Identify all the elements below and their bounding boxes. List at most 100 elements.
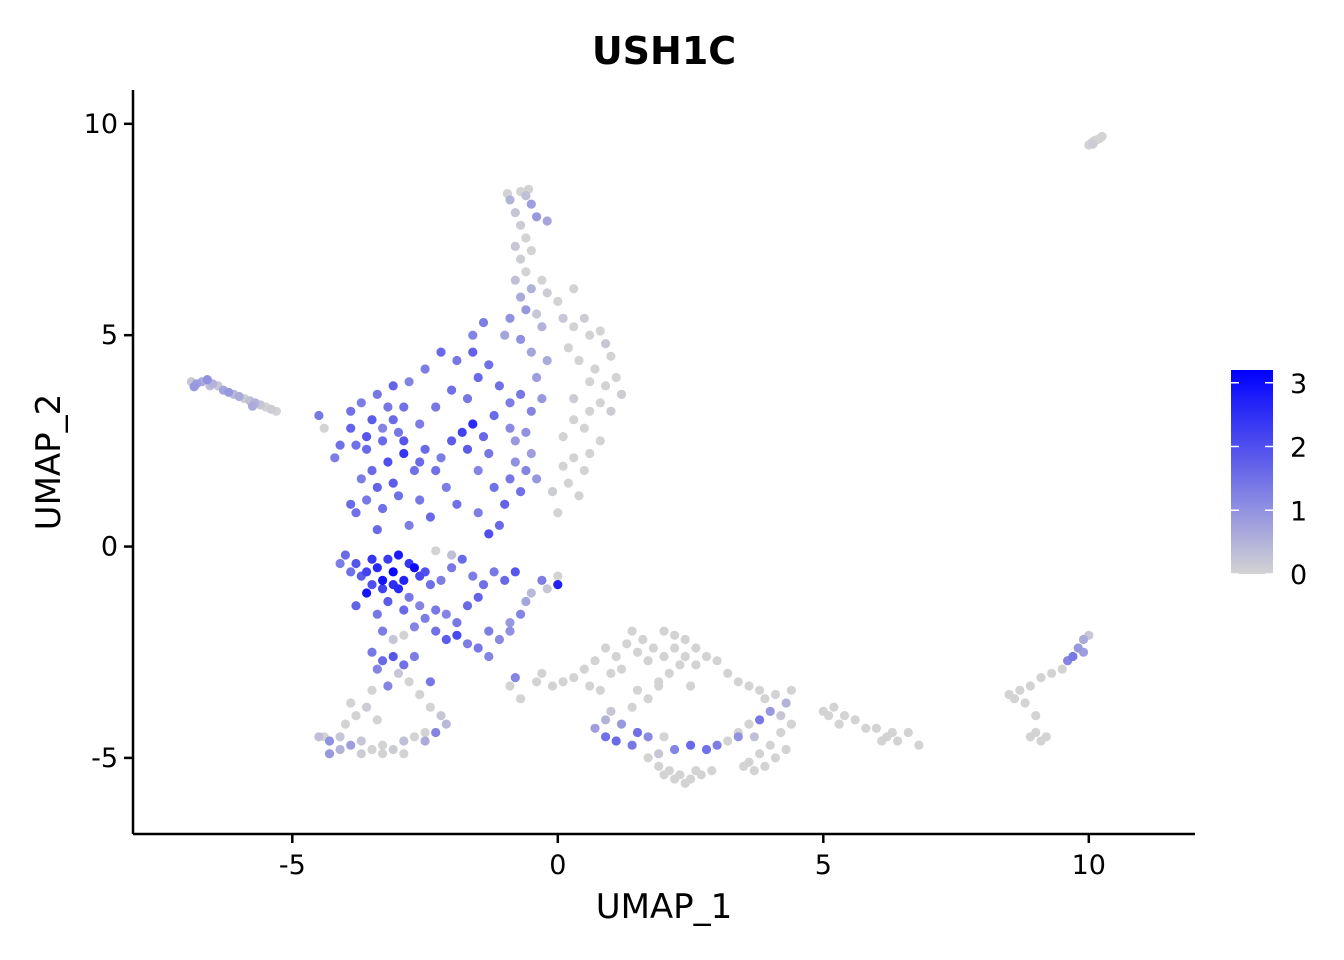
- cell-point: [388, 567, 398, 577]
- cell-point: [399, 605, 409, 615]
- cell-point: [415, 419, 425, 429]
- cell-point: [516, 487, 526, 497]
- cell-point: [781, 744, 791, 755]
- cell-point: [627, 626, 637, 636]
- cell-point: [1068, 651, 1078, 662]
- cell-point: [202, 375, 212, 385]
- cell-point: [404, 377, 414, 387]
- cell-point: [765, 740, 775, 750]
- cell-point: [404, 677, 414, 687]
- cell-point: [601, 732, 611, 742]
- cell-point: [356, 474, 366, 484]
- cell-point: [409, 622, 419, 632]
- legend-colorbar: [1231, 370, 1273, 574]
- cell-point: [542, 355, 552, 366]
- cell-point: [367, 465, 377, 476]
- cell-point: [489, 482, 499, 492]
- cell-point: [627, 702, 637, 712]
- cell-point: [542, 288, 552, 298]
- cell-point: [399, 436, 409, 446]
- cell-point: [532, 309, 542, 319]
- cell-point: [595, 436, 605, 446]
- x-axis-title: UMAP_1: [596, 887, 733, 927]
- cell-point: [1047, 668, 1057, 679]
- cell-point: [526, 199, 536, 209]
- cell-point: [569, 415, 579, 425]
- cell-point: [579, 465, 589, 476]
- cell-point: [733, 732, 743, 742]
- cell-point: [749, 732, 759, 742]
- cell-point: [654, 761, 664, 772]
- cell-point: [378, 503, 388, 514]
- cell-point: [542, 216, 552, 226]
- cell-point: [521, 596, 531, 607]
- cell-point: [569, 284, 579, 294]
- cell-point: [516, 609, 526, 619]
- cell-point: [330, 453, 340, 463]
- cell-point: [510, 436, 520, 446]
- x-tick-label: 5: [815, 850, 832, 881]
- cell-point: [356, 398, 366, 408]
- cell-point: [1097, 131, 1107, 142]
- cell-point: [500, 499, 510, 509]
- cell-point: [484, 651, 494, 662]
- y-axis-ticks: -5 0 5 10: [84, 109, 133, 774]
- cell-point: [755, 749, 765, 759]
- cell-point: [378, 749, 388, 759]
- cell-point: [505, 313, 515, 323]
- cell-point: [659, 732, 669, 742]
- cell-point: [431, 402, 441, 412]
- scatter-points: [186, 131, 1107, 788]
- cell-point: [553, 571, 563, 581]
- cell-point: [393, 491, 404, 501]
- cell-point: [537, 275, 547, 285]
- cell-point: [558, 313, 568, 323]
- cell-point: [579, 313, 589, 323]
- cell-point: [473, 465, 483, 476]
- cell-point: [335, 440, 345, 450]
- cell-point: [585, 681, 595, 691]
- cell-point: [1025, 732, 1035, 742]
- cell-point: [590, 656, 600, 666]
- cell-point: [1009, 694, 1020, 704]
- cell-point: [579, 664, 589, 674]
- cell-point: [266, 404, 276, 414]
- cell-point: [532, 372, 542, 383]
- cell-point: [521, 233, 531, 243]
- cell-point: [415, 601, 425, 611]
- cell-point: [526, 588, 536, 598]
- cell-point: [378, 584, 388, 594]
- cell-point: [340, 550, 350, 560]
- cell-point: [526, 347, 536, 357]
- cell-point: [484, 529, 494, 539]
- cell-point: [670, 744, 680, 755]
- cell-point: [383, 457, 393, 467]
- cell-point: [606, 706, 616, 717]
- cell-point: [420, 736, 430, 746]
- cell-point: [606, 351, 616, 361]
- cell-point: [526, 284, 536, 294]
- cell-point: [526, 406, 536, 416]
- cell-point: [473, 508, 483, 518]
- cell-point: [224, 387, 234, 397]
- cell-point: [351, 440, 361, 450]
- cell-point: [824, 711, 834, 721]
- cell-point: [415, 457, 425, 467]
- cell-point: [701, 651, 712, 662]
- cell-point: [622, 639, 632, 649]
- cell-point: [362, 495, 372, 505]
- cell-point: [314, 410, 324, 421]
- cell-point: [532, 212, 542, 222]
- cell-point: [388, 415, 398, 425]
- cell-point: [680, 778, 690, 788]
- cell-point: [1073, 643, 1083, 653]
- cell-point: [516, 389, 526, 399]
- cell-point: [346, 740, 356, 750]
- cell-point: [399, 749, 409, 759]
- x-tick-label: 0: [549, 850, 566, 881]
- cell-point: [351, 601, 361, 611]
- cell-point: [500, 575, 510, 586]
- cell-point: [452, 499, 462, 509]
- cell-point: [441, 719, 451, 729]
- cell-point: [489, 410, 499, 421]
